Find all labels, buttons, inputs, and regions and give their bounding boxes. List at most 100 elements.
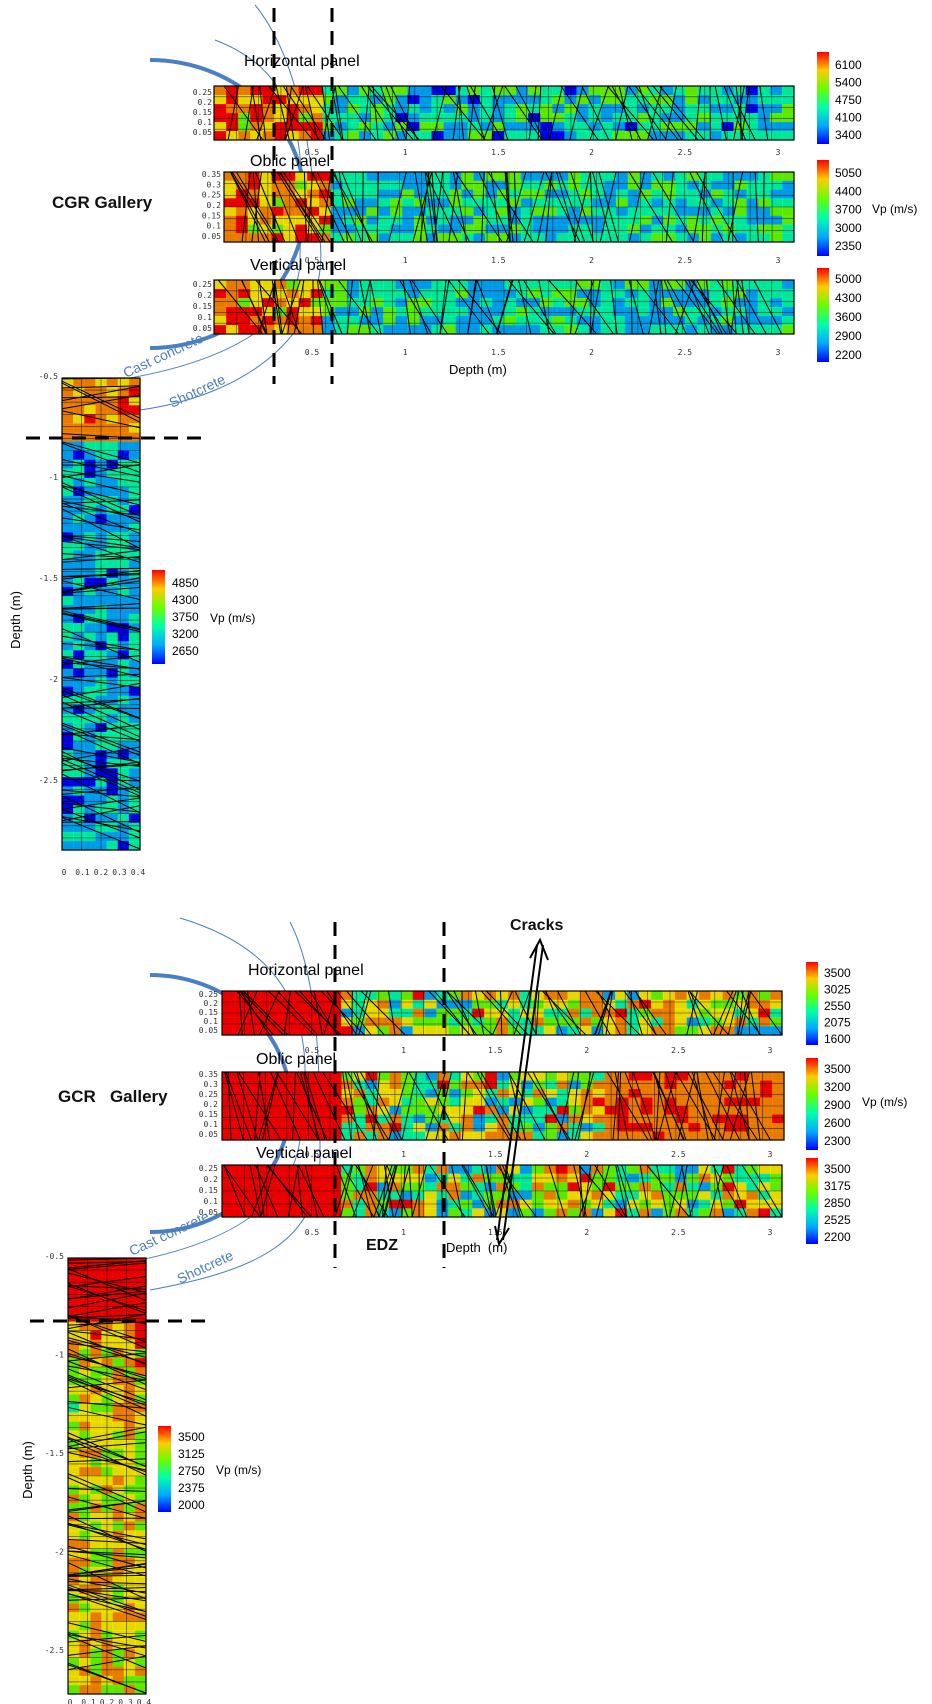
y-tick-label: 0.2 xyxy=(198,291,213,300)
y-tick-label: 0.05 xyxy=(202,232,221,241)
bottom-borehole-panel: -0.5 -1 -1.5 -2 -2.5 0 0.1 0.2 0.3 0.4 Depth (m)… xyxy=(20,1252,261,1704)
x-tick-label: 1.5 xyxy=(488,1228,503,1237)
x-tick-label: 0 xyxy=(68,1698,73,1704)
x-tick-label: 2.5 xyxy=(671,1150,686,1159)
colorbar-tick-label: 2550 xyxy=(824,999,851,1013)
x-tick-label: 3 xyxy=(776,148,781,157)
y-tick-label: 0.15 xyxy=(199,1110,218,1119)
panel-title: Vertical panel xyxy=(256,1145,352,1162)
colorbar-tick-label: 3125 xyxy=(178,1447,205,1461)
y-tick-label: 0.3 xyxy=(204,1080,219,1089)
x-tick-label: 0.5 xyxy=(305,148,320,157)
colorbar-tick-label: 3025 xyxy=(824,983,851,997)
colorbar xyxy=(806,1158,818,1244)
colorbar-tick-label: 3500 xyxy=(824,1162,851,1176)
x-tick-label: 3 xyxy=(768,1046,773,1055)
y-tick-label: 0.1 xyxy=(198,118,213,127)
top-horizontal-panel: Horizontal panel 0.250.20.150.10.05 0.5 1… xyxy=(193,52,862,157)
bottom-figure: GCR Gallery Cast concrete Shotcrete Hori… xyxy=(20,917,907,1704)
x-tick-label: 0.5 xyxy=(305,348,320,357)
gallery-label: CGR Gallery xyxy=(52,193,153,212)
panel-title: Oblic panel xyxy=(250,153,330,170)
y-tick-label: 0.25 xyxy=(199,1090,218,1099)
y-tick-label: 0.2 xyxy=(204,999,219,1008)
x-tick-label: 2 xyxy=(589,256,594,265)
unit-label: Vp (m/s) xyxy=(216,1463,261,1477)
x-tick-label: 0.4 xyxy=(131,868,146,877)
y-tick-label: 0.05 xyxy=(199,1026,218,1035)
edz-label: EDZ xyxy=(366,1237,398,1254)
colorbar-tick-label: 3600 xyxy=(835,310,862,324)
colorbar-tick-label: 2200 xyxy=(835,348,862,362)
bottom-oblic-panel: Oblic panel 0.350.30.250.20.150.10.05 0.… xyxy=(199,1051,908,1159)
colorbar-tick-label: 2300 xyxy=(824,1134,851,1148)
y-tick-label: -2.5 xyxy=(45,1646,64,1655)
x-tick-label: 3 xyxy=(768,1228,773,1237)
colorbar xyxy=(806,1058,818,1150)
colorbar-tick-label: 2650 xyxy=(172,644,199,658)
x-tick-label: 2.5 xyxy=(678,148,693,157)
colorbar-tick-label: 3500 xyxy=(824,966,851,980)
y-tick-label: 0.2 xyxy=(204,1175,219,1184)
colorbar-tick-label: 2200 xyxy=(824,1230,851,1244)
x-tick-label: 2 xyxy=(589,148,594,157)
colorbar-tick-label: 5050 xyxy=(835,166,862,180)
x-tick-label: 1 xyxy=(403,348,408,357)
colorbar-tick-label: 4300 xyxy=(172,593,199,607)
x-tick-label: 1 xyxy=(403,256,408,265)
y-tick-label: -1 xyxy=(48,473,58,482)
y-tick-label: 0.05 xyxy=(199,1130,218,1139)
colorbar-tick-label: 3200 xyxy=(824,1080,851,1094)
y-tick-label: 0.15 xyxy=(193,108,212,117)
tomography-field xyxy=(61,377,141,851)
y-tick-label: 0.15 xyxy=(202,211,221,220)
colorbar-tick-label: 4100 xyxy=(835,111,862,125)
x-tick-label: 0.3 xyxy=(112,868,127,877)
x-tick-label: 0.5 xyxy=(305,1046,320,1055)
colorbar-tick-label: 1600 xyxy=(824,1032,851,1046)
x-tick-label: 2.5 xyxy=(671,1228,686,1237)
y-tick-label: 0.35 xyxy=(199,1070,218,1079)
colorbar-tick-label: 4400 xyxy=(835,184,862,198)
colorbar-tick-label: 4750 xyxy=(835,93,862,107)
cracks-label: Cracks xyxy=(510,917,563,934)
depth-axis-label: Depth (m) xyxy=(20,1441,35,1499)
x-tick-label: 0.1 xyxy=(75,868,90,877)
y-tick-label: 0.2 xyxy=(207,201,222,210)
colorbar-tick-label: 4300 xyxy=(835,291,862,305)
y-tick-label: -0.5 xyxy=(39,372,58,381)
depth-axis-label: Depth (m) xyxy=(449,362,507,377)
y-tick-label: -1.5 xyxy=(39,574,58,583)
x-tick-label: 1 xyxy=(401,1228,406,1237)
y-tick-label: 0.25 xyxy=(199,990,218,999)
colorbar-tick-label: 3700 xyxy=(835,203,862,217)
cast-concrete-label: Cast concrete xyxy=(121,330,206,381)
panel-title: Horizontal panel xyxy=(248,962,364,979)
tomography-field xyxy=(223,171,795,243)
y-tick-label: 0.05 xyxy=(193,324,212,333)
colorbar-tick-label: 2075 xyxy=(824,1016,851,1030)
x-tick-label: 2 xyxy=(584,1150,589,1159)
shotcrete-label: Shotcrete xyxy=(175,1247,236,1287)
x-tick-label: 0.5 xyxy=(305,1150,320,1159)
depth-axis-label: Depth (m) xyxy=(8,591,23,649)
x-tick-label: 1.5 xyxy=(491,256,506,265)
y-tick-label: 0.15 xyxy=(193,302,212,311)
y-tick-label: 0.2 xyxy=(204,1100,219,1109)
colorbar xyxy=(806,962,818,1045)
x-tick-label: 1.5 xyxy=(488,1046,503,1055)
colorbar-tick-label: 3175 xyxy=(824,1179,851,1193)
unit-label: Vp (m/s) xyxy=(862,1095,907,1109)
colorbar-tick-label: 6100 xyxy=(835,58,862,72)
shotcrete-label: Shotcrete xyxy=(167,371,228,411)
tomography-field xyxy=(221,1071,785,1141)
colorbar xyxy=(817,268,829,362)
x-tick-label: 1.5 xyxy=(491,148,506,157)
top-borehole-panel: -0.5 -1 -1.5 -2 -2.5 0 0.1 0.2 0.3 0.4 Depth (m)… xyxy=(8,372,255,877)
x-tick-label: 0.2 xyxy=(100,1698,115,1704)
x-tick-label: 1.5 xyxy=(488,1150,503,1159)
cracks-arrow xyxy=(494,937,549,1247)
colorbar xyxy=(817,52,829,144)
colorbar xyxy=(158,1426,171,1512)
y-tick-label: 0.1 xyxy=(204,1197,219,1206)
